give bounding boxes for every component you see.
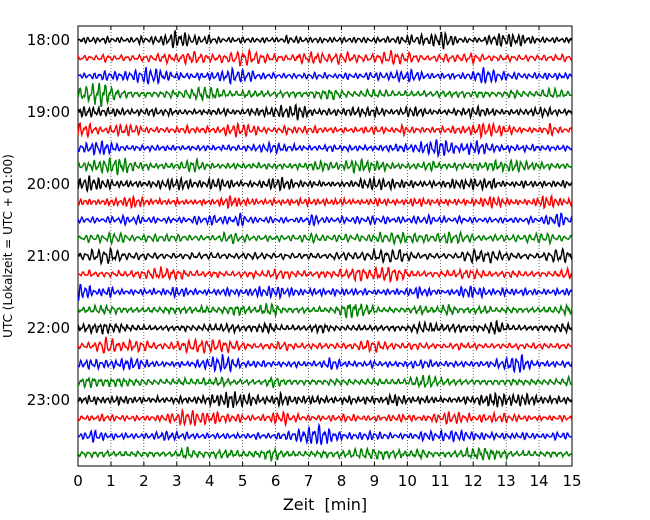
trace-line: [77, 193, 573, 210]
x-tick-label: 12: [464, 472, 483, 490]
trace-line: [77, 103, 573, 121]
trace-line: [77, 354, 573, 374]
x-tick-label: 11: [431, 472, 450, 490]
trace-line: [77, 175, 573, 194]
trace-line: [77, 446, 573, 463]
x-tick-label: 4: [205, 472, 215, 490]
trace-line: [77, 407, 573, 428]
x-tick-label: 3: [172, 472, 182, 490]
trace-line: [77, 229, 573, 247]
trace-line: [77, 65, 573, 86]
trace-line: [77, 265, 573, 284]
trace-line: [77, 374, 573, 389]
y-tick-label: 18:00: [27, 31, 70, 49]
plot-area-frame: [77, 25, 573, 467]
y-axis-label: UTC (Lokalzeit = UTC + 01:00): [1, 154, 15, 338]
x-axis: 0 1 2 3 4 5 6 7 8 9 10 11 12 13 14 15: [73, 26, 582, 490]
trace-line: [77, 246, 573, 267]
trace-line: [77, 336, 573, 355]
y-axis: 18:00 19:00 20:00 21:00 22:00 23:00: [27, 31, 572, 409]
x-tick-label: 5: [238, 472, 248, 490]
trace-line: [77, 48, 573, 67]
y-tick-label: 19:00: [27, 103, 70, 121]
x-tick-label: 13: [497, 472, 516, 490]
trace-line: [77, 30, 573, 50]
x-tick-label: 0: [73, 472, 83, 490]
x-tick-label: 1: [106, 472, 116, 490]
x-tick-label: 8: [337, 472, 347, 490]
trace-line: [77, 121, 573, 140]
grid-layer: [110, 26, 540, 466]
trace-line: [77, 82, 573, 108]
trace-line: [77, 422, 573, 445]
trace-line: [77, 139, 573, 159]
trace-layer: [77, 30, 573, 463]
trace-line: [77, 319, 573, 336]
trace-line: [77, 390, 573, 409]
y-tick-label: 21:00: [27, 247, 70, 265]
trace-line: [77, 283, 573, 301]
y-tick-label: 20:00: [27, 175, 70, 193]
x-tick-label: 2: [139, 472, 149, 490]
x-tick-label: 14: [530, 472, 549, 490]
x-axis-label: Zeit [min]: [283, 495, 367, 514]
x-tick-label: 10: [398, 472, 417, 490]
y-tick-label: 22:00: [27, 319, 70, 337]
x-tick-label: 9: [370, 472, 380, 490]
y-tick-label: 23:00: [27, 391, 70, 409]
trace-line: [77, 302, 573, 319]
trace-line: [77, 212, 573, 228]
x-tick-label: 6: [271, 472, 281, 490]
trace-line: [77, 156, 573, 176]
x-tick-label: 15: [562, 472, 581, 490]
x-tick-label: 7: [304, 472, 314, 490]
